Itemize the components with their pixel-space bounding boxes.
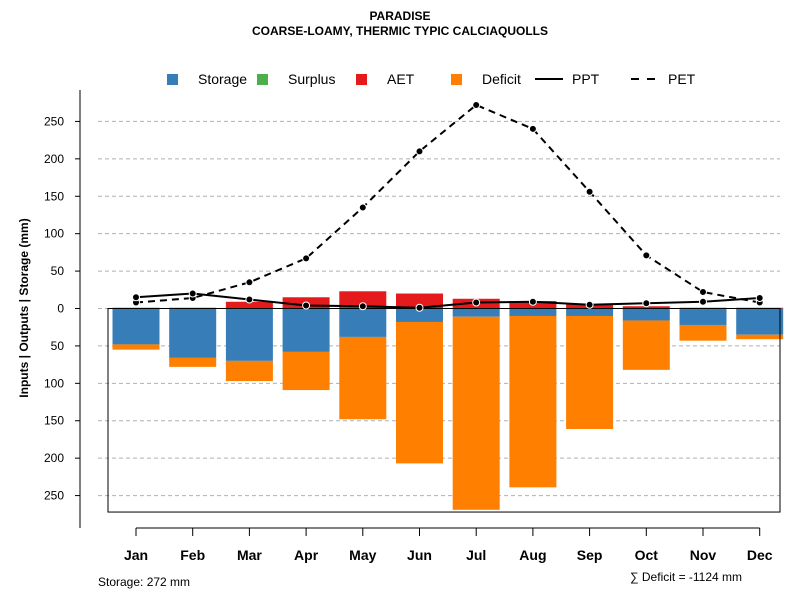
storage-total-text: Storage: 272 mm	[98, 575, 191, 589]
y-tick-label: 100	[44, 227, 64, 241]
legend-label-pet: PET	[668, 71, 696, 87]
x-tick-label: Jul	[466, 547, 486, 563]
ppt-point	[358, 302, 367, 311]
ppt-point	[528, 297, 537, 306]
x-tick-label: Feb	[180, 547, 205, 563]
deficit-bar	[736, 334, 784, 340]
y-axis-label: Inputs | Outputs | Storage (mm)	[17, 218, 31, 397]
x-tick-label: Mar	[237, 547, 262, 563]
storage-bar	[452, 308, 500, 317]
bars	[112, 291, 784, 510]
chart-subtitle: COARSE-LOAMY, THERMIC TYPIC CALCIAQUOLLS	[252, 24, 548, 38]
ppt-point	[699, 297, 707, 306]
y-tick-label: 100	[44, 376, 64, 390]
aet-bar	[622, 306, 670, 309]
y-tick-label: 250	[44, 114, 64, 128]
y-tick-label: 0	[57, 302, 64, 316]
y-tick-label: 200	[44, 152, 64, 166]
gridlines	[98, 120, 780, 497]
deficit-bar	[396, 321, 443, 464]
y-tick-label: 250	[44, 489, 64, 503]
storage-bar	[736, 308, 784, 335]
legend-swatch-deficit	[451, 74, 462, 85]
y-tick-label: 150	[44, 414, 64, 428]
pet-point	[245, 278, 254, 287]
ppt-point	[132, 293, 140, 302]
deficit-bar	[225, 360, 273, 382]
x-tick-label: Nov	[690, 547, 717, 563]
storage-bar	[169, 308, 217, 358]
storage-bar	[339, 308, 387, 337]
deficit-total-text: ∑ Deficit = -1124 mm	[630, 570, 743, 584]
deficit-bar	[169, 357, 217, 367]
pet-line	[135, 103, 760, 304]
legend-swatch-surplus	[257, 74, 268, 85]
ppt-point	[188, 289, 197, 298]
deficit-bar	[622, 320, 670, 370]
ppt-point	[415, 303, 424, 312]
aet-bar	[396, 293, 443, 309]
x-tick-label: Dec	[747, 547, 773, 563]
storage-bar	[679, 308, 727, 325]
x-tick-label: Oct	[635, 547, 659, 563]
storage-bar	[509, 308, 557, 316]
pet-point	[415, 147, 424, 156]
legend-label-ppt: PPT	[572, 71, 600, 87]
legend-swatch-aet	[356, 74, 367, 85]
pet-point	[472, 100, 481, 109]
storage-bar	[225, 308, 273, 361]
pet-point	[585, 187, 594, 196]
x-tick-label: Apr	[294, 547, 319, 563]
legend-label-storage: Storage	[198, 71, 247, 87]
deficit-bar	[509, 315, 557, 488]
deficit-bar	[679, 324, 727, 341]
storage-outline-box	[107, 308, 781, 513]
legend-label-aet: AET	[387, 71, 415, 87]
legend-swatch-storage	[167, 74, 178, 85]
y-tick-label: 50	[51, 339, 65, 353]
deficit-bar	[452, 316, 500, 510]
legend: Storage Surplus AET Deficit PPT PET	[167, 71, 696, 87]
deficit-bar	[282, 351, 330, 391]
deficit-bar	[566, 315, 614, 429]
ppt-point	[755, 294, 764, 303]
y-tick-label: 200	[44, 451, 64, 465]
ppt-point	[302, 301, 311, 310]
x-tick-label: Sep	[577, 547, 603, 563]
storage-bar	[282, 308, 330, 352]
storage-bar	[566, 308, 614, 316]
deficit-bar	[339, 336, 387, 420]
ppt-line	[135, 292, 760, 309]
x-tick-label: Aug	[519, 547, 546, 563]
ppt-point	[585, 300, 594, 309]
chart-title: PARADISE	[369, 9, 431, 23]
pet-point	[699, 288, 707, 297]
pet-point	[358, 203, 367, 212]
x-tick-label: Jan	[124, 547, 148, 563]
storage-bar	[112, 308, 160, 345]
pet-point	[302, 254, 311, 263]
aet-bar	[225, 301, 273, 309]
storage-bar	[622, 308, 670, 321]
deficit-bar	[112, 344, 160, 350]
legend-label-deficit: Deficit	[482, 71, 521, 87]
pet-point	[642, 251, 651, 260]
lines	[132, 100, 764, 312]
ppt-point	[642, 299, 651, 308]
y-tick-label: 50	[51, 264, 65, 278]
x-tick-label: Jun	[407, 547, 432, 563]
y-tick-label: 150	[44, 189, 64, 203]
storage-bar	[396, 308, 443, 322]
pet-point	[528, 124, 537, 133]
x-tick-label: May	[349, 547, 376, 563]
ppt-point	[245, 295, 254, 304]
legend-label-surplus: Surplus	[288, 71, 335, 87]
ppt-point	[472, 298, 481, 307]
aet-bar	[339, 291, 387, 309]
axes: 250 200 150 100 50 0 50 100 150 200 250 Inputs | Ou…	[17, 90, 773, 563]
